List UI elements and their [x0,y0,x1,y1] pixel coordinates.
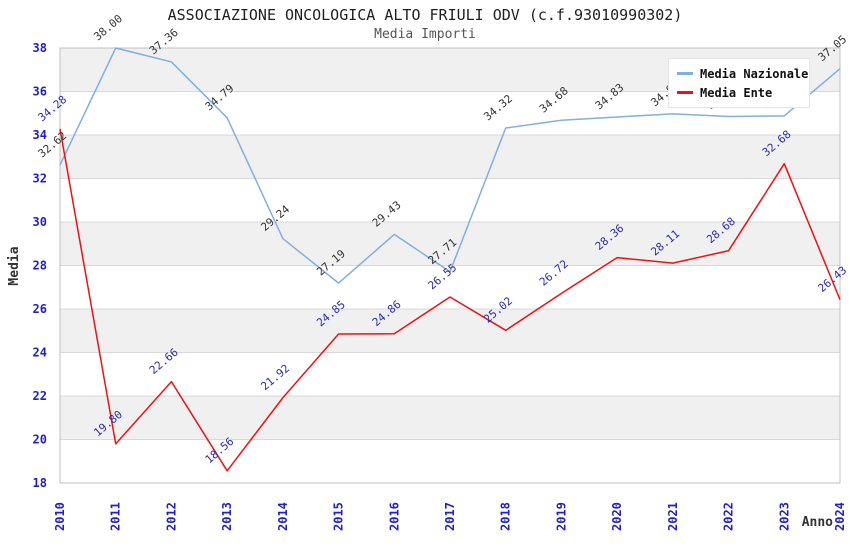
plot-band [60,309,840,353]
y-tick-label: 22 [33,389,47,403]
x-tick-label: 2015 [332,502,346,531]
chart-subtitle: Media Importi [374,27,476,42]
x-tick-label: 2012 [164,502,178,531]
legend: Media Nazionale Media Ente [668,58,810,108]
chart-title: ASSOCIAZIONE ONCOLOGICA ALTO FRIULI ODV … [167,6,683,24]
point-label-media-nazionale: 38.00 [91,12,125,43]
plot-band [60,222,840,266]
y-tick-label: 18 [33,476,47,490]
series-line-media-ente [59,128,841,472]
y-tick-label: 20 [33,433,47,447]
plot-band [60,396,840,440]
y-tick-label: 34 [33,128,47,142]
x-tick-label: 2010 [53,502,67,531]
y-tick-label: 30 [33,215,47,229]
point-label-media-ente: 21.92 [258,362,292,393]
x-tick-label: 2017 [443,502,457,531]
y-axis-label: Media [7,246,22,285]
x-tick-label: 2014 [276,502,290,531]
x-tick-label: 2013 [220,502,234,531]
y-tick-label: 28 [33,259,47,273]
x-tick-label: 2024 [833,502,847,531]
point-label-media-nazionale: 34.32 [481,92,515,123]
series-line-media-nazionale [59,47,841,284]
legend-label-nazionale: Media Nazionale [700,66,809,81]
legend-item-media-nazionale: Media Nazionale [677,64,808,83]
y-tick-label: 38 [33,41,47,55]
legend-swatch-nazionale-icon [677,72,693,75]
y-tick-label: 24 [33,346,47,360]
x-tick-label: 2011 [109,502,123,531]
legend-item-media-ente: Media Ente [677,83,801,102]
point-label-media-ente: 26.43 [816,264,850,295]
x-tick-label: 2019 [554,502,568,531]
x-tick-label: 2018 [499,502,513,531]
x-tick-label: 2022 [722,502,736,531]
plot-band [60,135,840,179]
x-tick-label: 2020 [610,502,624,531]
y-tick-label: 36 [33,85,47,99]
x-axis-label: Anno [802,515,833,530]
plot-border [59,47,841,484]
y-tick-label: 32 [33,172,47,186]
legend-swatch-ente-icon [677,91,693,94]
x-tick-label: 2016 [387,502,401,531]
x-tick-label: 2021 [666,502,680,531]
legend-label-ente: Media Ente [700,85,773,100]
y-tick-label: 26 [33,302,47,316]
x-tick-label: 2023 [777,502,791,531]
